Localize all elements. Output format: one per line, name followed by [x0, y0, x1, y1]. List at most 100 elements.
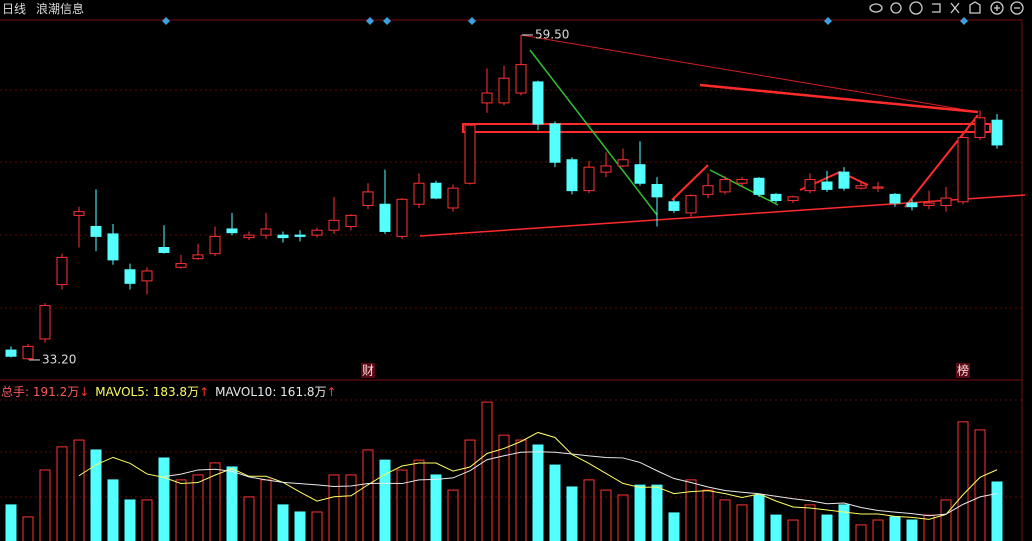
volume-bar — [600, 489, 612, 541]
volume-bar — [583, 479, 595, 541]
candle-body — [413, 182, 425, 205]
event-marker: 榜 — [957, 363, 969, 378]
volume-bar — [974, 429, 986, 541]
volume-bar — [804, 504, 816, 541]
indicator: 总手: 191.2万↓ — [1, 383, 89, 400]
candle-body — [311, 229, 323, 236]
volume-bar — [90, 449, 102, 541]
candle-body — [175, 263, 187, 268]
event-diamonds — [162, 17, 968, 25]
volume-bar — [192, 474, 204, 541]
legend: 总手: 191.2万↓ MAVOL5: 183.8万↑ MAVOL10: 161.8… — [1, 383, 337, 400]
volume-bar — [923, 514, 935, 541]
candle-body — [345, 214, 357, 227]
candle-body — [464, 124, 476, 184]
volume-bar — [158, 457, 170, 541]
candle-body — [260, 228, 272, 236]
candle-body — [974, 117, 986, 139]
candle-body — [940, 197, 952, 206]
volume-bar — [532, 444, 544, 541]
candle-body — [379, 203, 391, 232]
indicator: MAVOL5: 183.8万↑ — [95, 383, 209, 400]
period[interactable]: 日线 — [2, 2, 27, 16]
volume-bar — [362, 449, 374, 541]
volume-bar — [617, 494, 629, 541]
candle-body — [209, 235, 221, 255]
candle-body — [957, 137, 969, 203]
volume-bar — [107, 479, 119, 541]
volume-bar — [872, 519, 884, 541]
candle-body — [753, 177, 765, 195]
indicator-arrow: ↑ — [199, 385, 210, 399]
volume-bar — [141, 499, 153, 541]
candle-body — [39, 305, 51, 340]
volume-bar — [787, 519, 799, 541]
volume-bar — [855, 524, 867, 541]
candle-body — [923, 202, 935, 206]
toolbar[interactable] — [869, 1, 1024, 15]
annotation-label: 33.20 — [42, 352, 76, 366]
volume-bar — [413, 459, 425, 541]
volume-bar — [430, 474, 442, 541]
trend-lines — [419, 34, 1026, 237]
indicator: MAVOL10: 161.8万↑ — [215, 383, 336, 400]
candle-body — [566, 159, 578, 192]
volume-bar — [226, 466, 238, 541]
stock-name: 浪潮信息 — [36, 2, 85, 16]
candle-body — [328, 219, 340, 231]
volume-bar — [719, 499, 731, 541]
indicator-label: 总手: 191.2万 — [1, 385, 80, 399]
candle-body — [532, 81, 544, 125]
candle-body — [430, 182, 442, 199]
candle-body — [73, 211, 85, 216]
volume-bar — [702, 489, 714, 541]
grid — [0, 89, 1022, 498]
candle-body — [243, 234, 255, 239]
candle-body — [872, 186, 884, 189]
candle-body — [396, 198, 408, 237]
indicator-label: MAVOL5: 183.8万 — [95, 385, 200, 399]
candle-body — [226, 228, 238, 234]
candle-body — [855, 185, 867, 189]
volume-bar — [481, 401, 493, 541]
volume-bar — [566, 486, 578, 541]
volume-bar — [379, 459, 391, 541]
candle-body — [770, 193, 782, 202]
candle-body — [22, 345, 34, 360]
volume-bar — [277, 504, 289, 541]
candle-body — [362, 191, 374, 206]
volume-bar — [906, 519, 918, 541]
candle-body — [498, 77, 510, 104]
volume-bar — [56, 446, 68, 541]
volume-bar — [22, 516, 34, 541]
event-marker-bg — [956, 363, 970, 378]
volume-bar — [634, 484, 646, 541]
volume-bar — [39, 469, 51, 541]
candle-body — [5, 349, 17, 357]
candle-body — [719, 179, 731, 193]
candle-body — [906, 202, 918, 208]
candle-body — [515, 64, 527, 94]
candle-body — [838, 171, 850, 189]
annotation-label: 59.50 — [535, 27, 569, 41]
volume-bar — [753, 494, 765, 541]
candle-body — [736, 179, 748, 184]
candle-body — [634, 164, 646, 184]
volume-bar — [685, 479, 697, 541]
candle-body — [90, 225, 102, 237]
candle-body — [107, 233, 119, 261]
candle-body — [294, 234, 306, 237]
volume-bar — [668, 512, 680, 541]
volume-bar — [73, 439, 85, 541]
candle-body — [481, 92, 493, 104]
candle-body — [583, 166, 595, 192]
candle-body — [600, 165, 612, 173]
volume-bar — [345, 474, 357, 541]
volume-bar — [515, 439, 527, 541]
candle-body — [702, 185, 714, 195]
candle-body — [787, 196, 799, 202]
volume-bar — [889, 516, 901, 541]
volume-bar — [294, 511, 306, 541]
